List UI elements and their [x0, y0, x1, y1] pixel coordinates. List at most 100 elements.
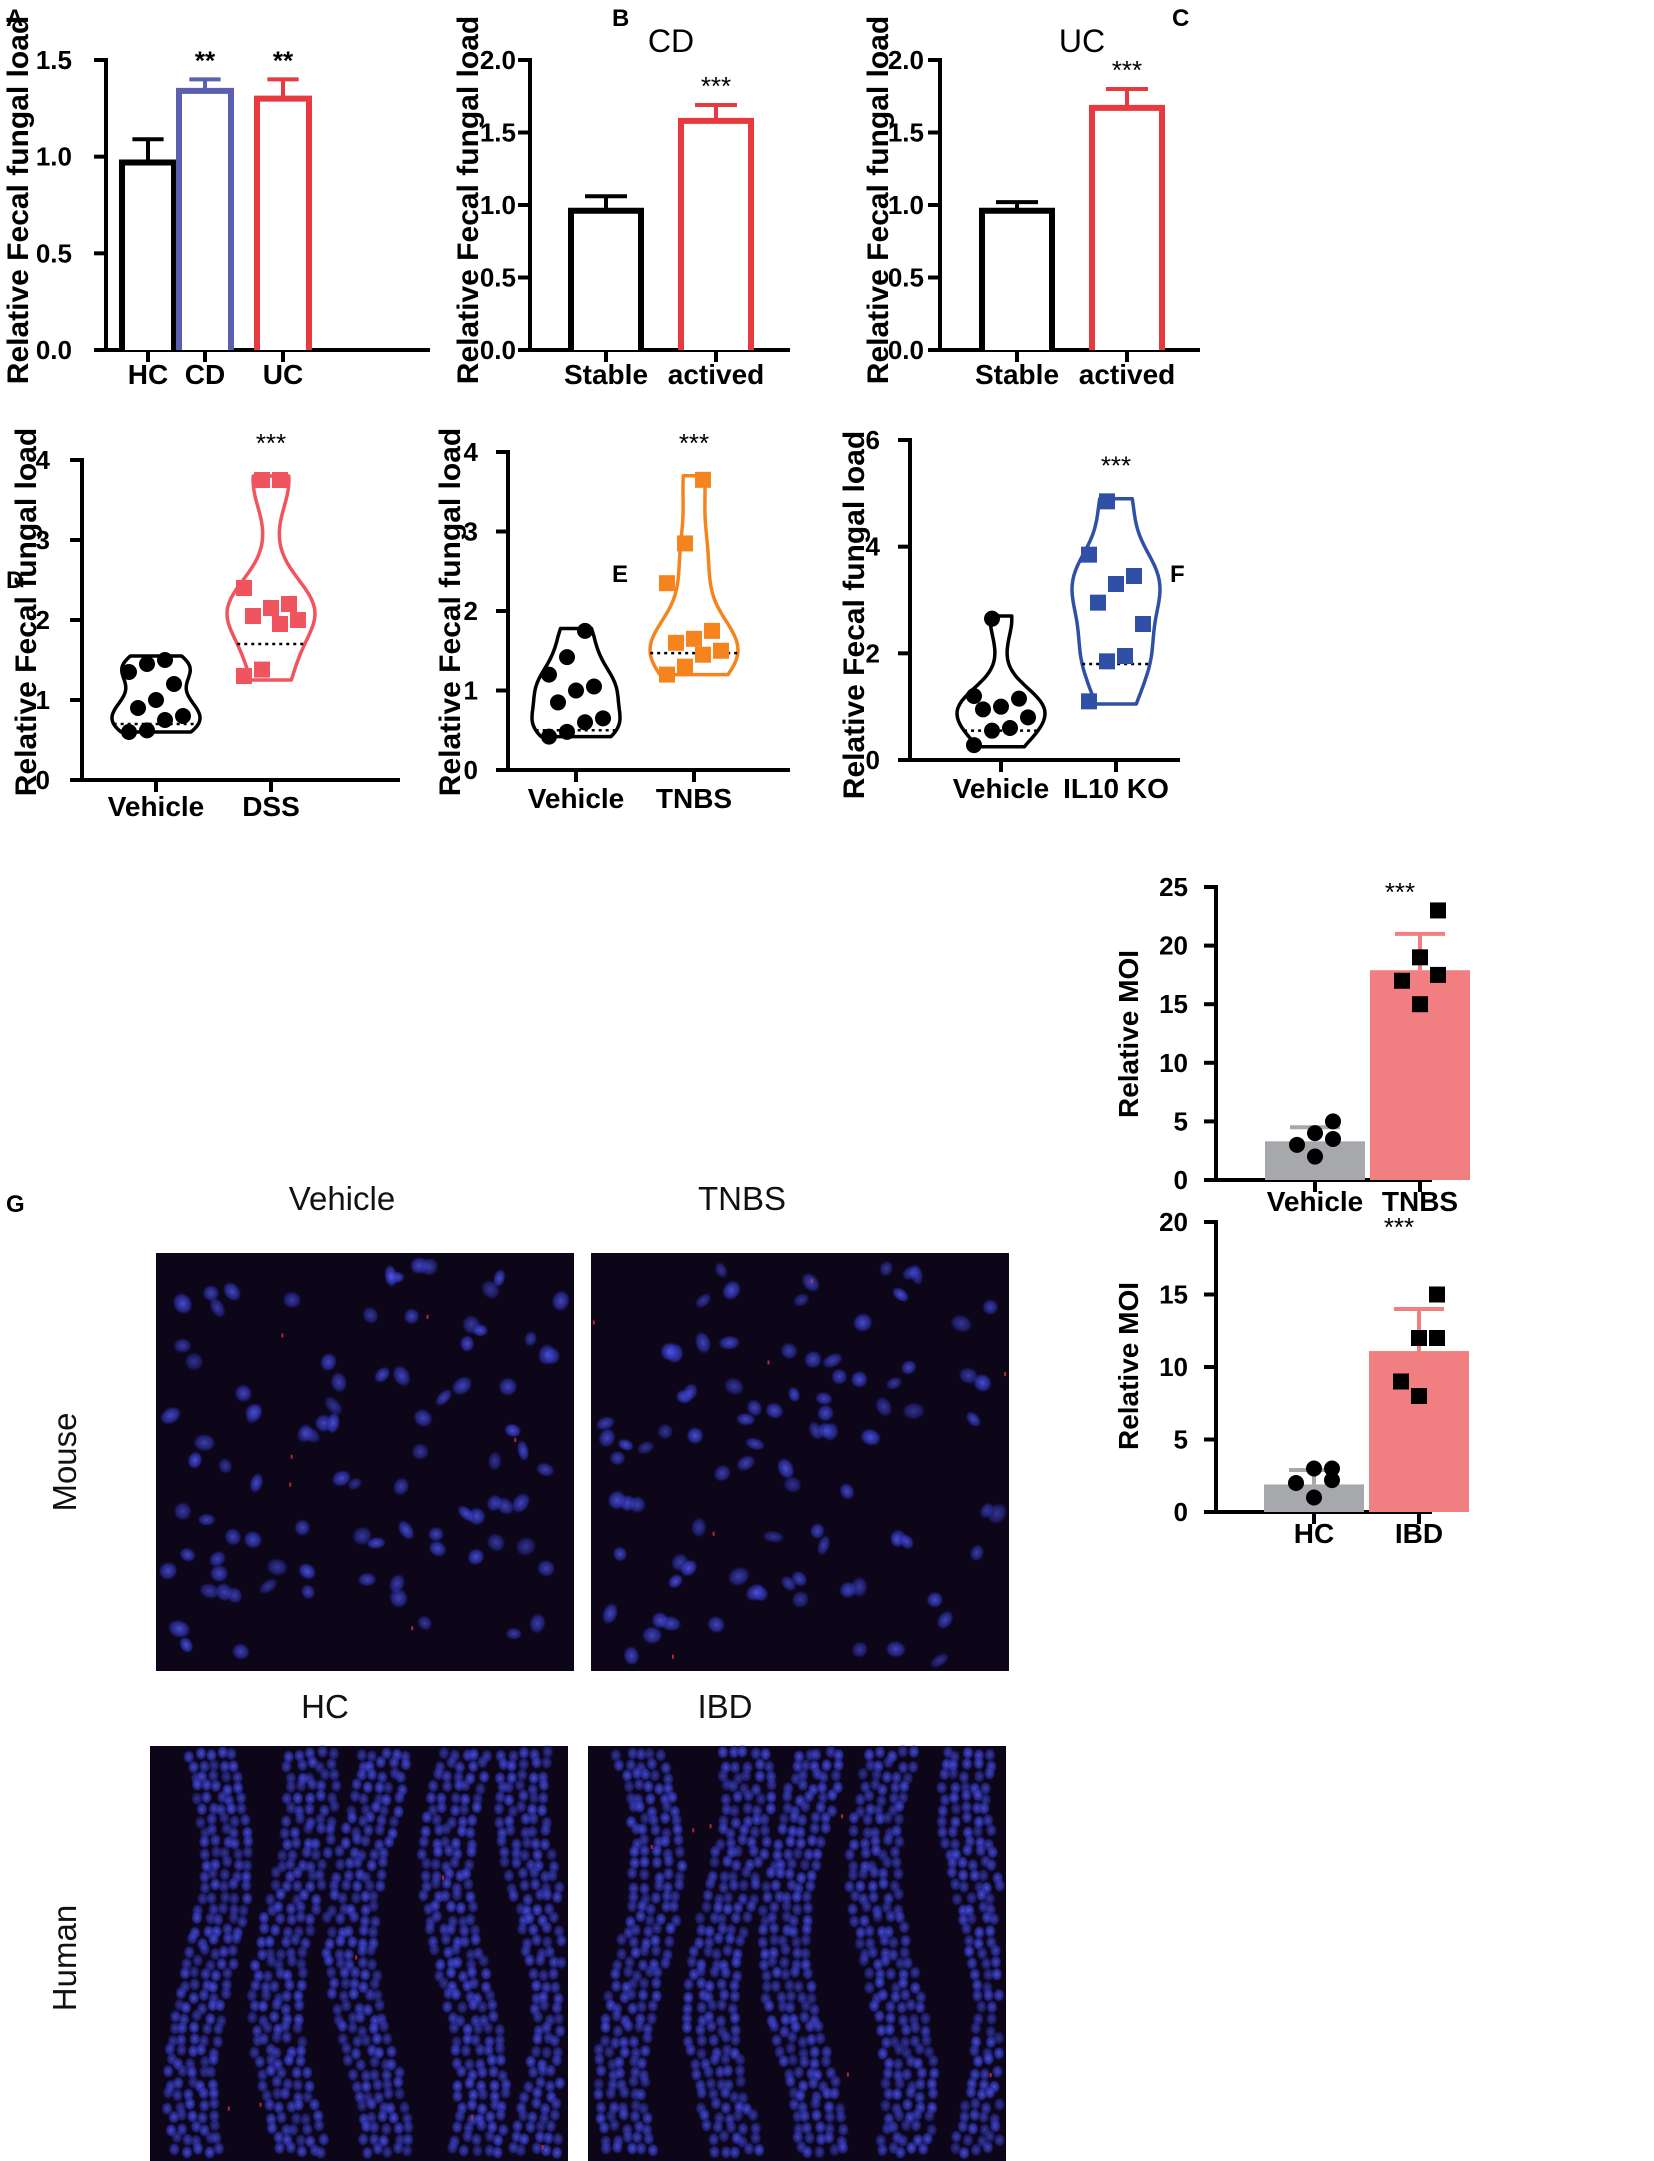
cell-nucleus: [200, 1777, 213, 1792]
data-point-dss: [272, 616, 288, 632]
cell-nucleus: [709, 1844, 722, 1859]
cell-nucleus: [936, 1610, 954, 1630]
cell-nucleus: [891, 2087, 904, 2102]
y-tick-label-20: 20: [1159, 1207, 1188, 1237]
cell-nucleus: [739, 1768, 752, 1783]
image-col-label-hc: HC: [301, 1688, 349, 1725]
cell-nucleus: [347, 1986, 360, 2001]
y-tick-label-0-5: 0.5: [888, 263, 924, 293]
cell-nucleus: [623, 1645, 640, 1666]
cell-nucleus: [188, 2032, 201, 2047]
cell-nucleus: [958, 1770, 971, 1785]
cell-nucleus: [516, 1921, 529, 1936]
cell-nucleus: [712, 1900, 725, 1915]
micrograph-human-ibd: [588, 1744, 1006, 2161]
cell-nucleus: [972, 1756, 985, 1771]
cell-nucleus: [291, 1865, 304, 1880]
cell-nucleus: [780, 1898, 793, 1913]
cell-nucleus: [190, 1791, 203, 1806]
data-point-vehicle: [541, 666, 557, 683]
x-category-label-actived: actived: [1079, 359, 1176, 390]
cell-nucleus: [475, 2118, 488, 2133]
cell-nucleus: [417, 1834, 430, 1849]
cell-nucleus: [263, 2097, 276, 2112]
cell-nucleus: [523, 1911, 536, 1926]
cell-nucleus: [300, 1845, 313, 1860]
cell-nucleus: [607, 1489, 627, 1511]
cell-nucleus: [465, 1965, 478, 1980]
cell-nucleus: [469, 1932, 482, 1947]
cell-nucleus: [231, 1770, 244, 1785]
cell-nucleus: [724, 1931, 737, 1946]
cell-nucleus: [355, 1748, 368, 1763]
cell-nucleus: [427, 1778, 440, 1793]
cell-nucleus: [429, 1898, 442, 1913]
cell-nucleus: [741, 1910, 754, 1925]
cell-nucleus: [403, 1307, 420, 1325]
cell-nucleus: [765, 1790, 778, 1805]
cell-nucleus: [241, 1891, 254, 1906]
cell-nucleus: [634, 1747, 647, 1762]
cell-nucleus: [753, 1769, 766, 1784]
cell-nucleus: [186, 1931, 199, 1946]
cell-nucleus: [303, 1912, 316, 1927]
cell-nucleus: [599, 2020, 612, 2035]
cell-nucleus: [978, 2067, 991, 2082]
cell-nucleus: [373, 1998, 386, 2013]
cell-nucleus: [980, 1956, 993, 1971]
cell-nucleus: [752, 1854, 765, 1869]
cell-nucleus: [881, 1770, 894, 1785]
cell-nucleus: [258, 1921, 271, 1936]
significance-label-tnbs: ***: [1385, 877, 1415, 907]
cell-nucleus: [992, 2046, 1005, 2061]
cell-nucleus: [550, 2053, 563, 2068]
cell-nucleus: [663, 1934, 676, 1949]
x-category-label-tnbs: TNBS: [656, 783, 732, 814]
cell-nucleus: [766, 1910, 779, 1925]
cell-nucleus: [783, 1978, 796, 1993]
cell-nucleus: [732, 2108, 745, 2123]
cell-nucleus: [315, 1877, 328, 1892]
cell-nucleus: [600, 2141, 613, 2156]
cell-nucleus: [399, 1757, 412, 1772]
cell-nucleus: [234, 1383, 253, 1403]
cell-nucleus: [551, 1890, 564, 1905]
cell-nucleus: [537, 1790, 550, 1805]
y-tick-label-4: 4: [36, 445, 51, 475]
cell-nucleus: [290, 2065, 303, 2080]
cell-nucleus: [784, 2000, 797, 2015]
cell-nucleus: [808, 2044, 821, 2059]
cell-nucleus: [162, 2085, 175, 2100]
cell-nucleus: [486, 1997, 499, 2012]
cell-nucleus: [961, 1843, 974, 1858]
cell-nucleus: [173, 1501, 193, 1521]
cell-nucleus: [309, 1847, 322, 1862]
cell-nucleus: [529, 1836, 542, 1851]
cell-nucleus: [610, 1979, 623, 1994]
cell-nucleus: [207, 1931, 220, 1946]
cell-nucleus: [603, 2044, 616, 2059]
cell-nucleus: [901, 1956, 914, 1971]
cell-nucleus: [361, 2145, 374, 2160]
image-col-label-tnbs: TNBS: [698, 1180, 786, 1217]
cell-nucleus: [914, 1990, 927, 2005]
cell-nucleus: [890, 1855, 903, 1870]
cell-nucleus: [371, 2077, 384, 2092]
data-point-il10-ko: [1099, 653, 1115, 670]
cell-nucleus: [947, 1766, 960, 1781]
cell-nucleus: [465, 1844, 478, 1859]
cell-nucleus: [365, 1767, 378, 1782]
cell-nucleus: [316, 1744, 329, 1759]
cell-nucleus: [801, 1966, 814, 1981]
cell-nucleus: [462, 1877, 475, 1892]
cell-nucleus: [593, 2052, 606, 2067]
cell-nucleus: [727, 1779, 740, 1794]
micrograph-mouse-tnbs: [591, 1253, 1009, 1671]
cell-nucleus: [217, 1944, 230, 1959]
cell-nucleus: [466, 1813, 479, 1828]
cell-nucleus: [776, 1821, 789, 1836]
cell-nucleus: [800, 1889, 813, 1904]
x-category-label-stable: Stable: [564, 359, 648, 390]
cell-nucleus: [208, 2118, 221, 2133]
cell-nucleus: [445, 1965, 458, 1980]
